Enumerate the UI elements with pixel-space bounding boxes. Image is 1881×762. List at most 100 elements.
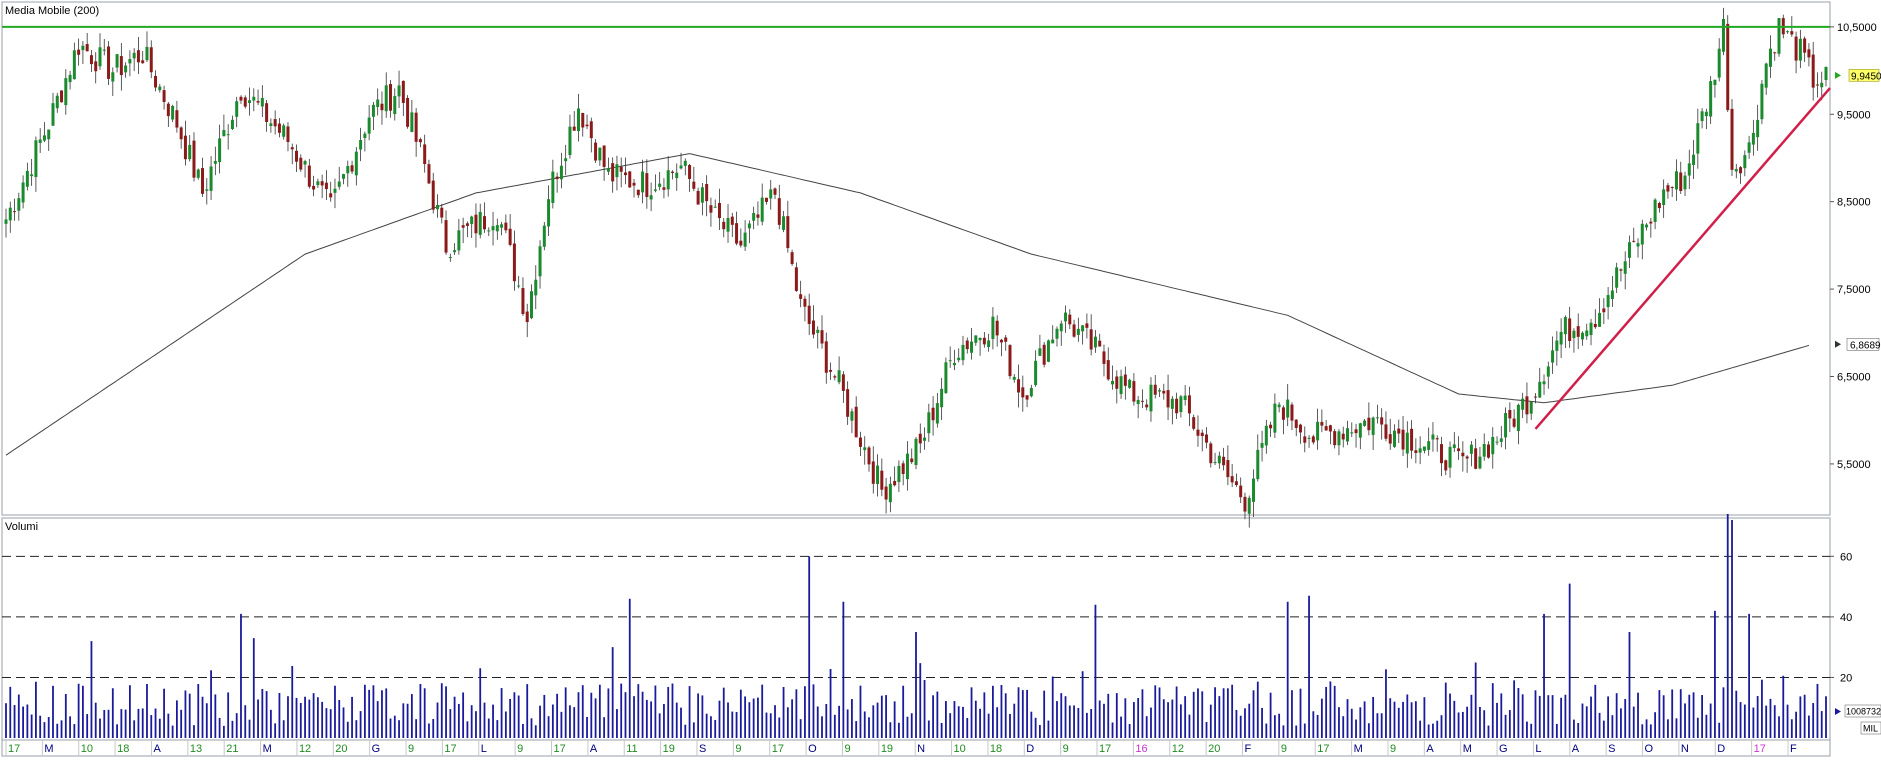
candle-body — [243, 97, 247, 107]
candle-body — [1115, 376, 1119, 389]
candle-body — [436, 204, 440, 210]
candle-body — [1504, 413, 1508, 438]
candle-body — [85, 44, 89, 52]
candle-body — [1512, 418, 1516, 427]
candle-body — [384, 85, 388, 112]
candle-body — [1226, 460, 1230, 478]
candle-body — [1619, 269, 1623, 271]
candle-body — [547, 199, 551, 227]
candle-body — [636, 189, 640, 196]
candle-body — [406, 97, 410, 127]
candle-body — [1017, 379, 1021, 393]
candle-body — [508, 228, 512, 245]
candle-body — [1431, 434, 1435, 440]
candle-body — [747, 223, 751, 229]
candle-body — [1290, 404, 1294, 421]
candle-body — [581, 112, 585, 128]
candle-body — [175, 110, 179, 128]
candle-body — [1444, 460, 1448, 471]
candle-body — [277, 123, 281, 133]
x-axis-label: 17 — [1754, 743, 1766, 755]
candle-body — [1439, 444, 1443, 464]
candle-body — [205, 189, 209, 191]
candle-body — [1192, 417, 1196, 429]
candle-body — [641, 171, 645, 193]
candle-body — [1281, 407, 1285, 420]
candle-body — [1004, 337, 1008, 342]
candle-body — [393, 96, 397, 115]
candle-body — [363, 133, 367, 138]
candle-body — [773, 188, 777, 195]
candle-body — [811, 320, 815, 335]
candle-body — [431, 180, 435, 210]
candle-body — [1196, 429, 1200, 436]
candle-body — [248, 100, 252, 104]
candle-body — [1294, 419, 1298, 428]
candle-body — [1358, 423, 1362, 438]
candle-body — [1640, 223, 1644, 245]
candle-body — [1363, 420, 1367, 426]
x-axis-label: G — [372, 743, 381, 755]
candle-body — [418, 139, 422, 143]
candle-body — [589, 121, 593, 139]
candle-body — [1495, 441, 1499, 443]
candle-body — [1696, 123, 1700, 154]
candle-body — [124, 65, 128, 73]
x-axis-label: 9 — [517, 743, 523, 755]
candle-body — [1286, 399, 1290, 418]
annotation-lines — [2, 25, 1831, 430]
candle-body — [850, 411, 854, 421]
candle-body — [1136, 399, 1140, 404]
volume-unit-label: MIL — [1863, 724, 1878, 734]
candle-body — [1145, 404, 1149, 408]
candle-body — [359, 139, 363, 150]
candle-body — [461, 225, 465, 228]
candle-body — [179, 127, 183, 140]
candle-body — [192, 140, 196, 178]
x-axis-label: 9 — [844, 743, 850, 755]
candle-body — [333, 188, 337, 193]
candle-body — [1277, 404, 1281, 408]
x-axis-label: O — [808, 743, 817, 755]
candle-body — [965, 340, 969, 350]
candle-body — [1269, 424, 1273, 429]
volume-tick-label: 40 — [1840, 612, 1852, 624]
candle-body — [371, 104, 375, 117]
candle-body — [482, 216, 486, 230]
candle-body — [1170, 398, 1174, 409]
x-axis-label: F — [1244, 743, 1251, 755]
candle-body — [1580, 332, 1584, 340]
candle-body — [910, 458, 914, 463]
x-axis-label: 9 — [1390, 743, 1396, 755]
candle-body — [89, 55, 93, 65]
candle-body — [196, 169, 200, 178]
candle-body — [824, 341, 828, 373]
candle-body — [1760, 83, 1764, 120]
candle-body — [970, 341, 974, 353]
volume-tick-label: 60 — [1840, 551, 1852, 563]
candle-body — [183, 135, 187, 160]
candle-body — [1303, 436, 1307, 443]
x-axis-label: 18 — [990, 743, 1002, 755]
x-axis-label: 20 — [1208, 743, 1220, 755]
candle-body — [337, 181, 341, 187]
candle-body — [905, 453, 909, 480]
candle-body — [1175, 398, 1179, 414]
candle-body — [1721, 18, 1725, 52]
price-panel-title: Media Mobile (200) — [5, 5, 99, 17]
x-axis-label: 9 — [1063, 743, 1069, 755]
candle-body — [726, 217, 730, 232]
candle-body — [760, 197, 764, 222]
volume-bars-layer — [5, 513, 1827, 738]
candle-body — [1657, 202, 1661, 209]
candle-body — [1615, 267, 1619, 288]
candle-body — [653, 189, 657, 191]
candle-body — [769, 189, 773, 199]
trendline — [1534, 87, 1831, 430]
x-axis-label: D — [1026, 743, 1034, 755]
last-volume-label: 10087320 — [1846, 707, 1881, 717]
candle-body — [201, 168, 205, 194]
candle-body — [25, 170, 29, 187]
candle-body — [1205, 434, 1209, 443]
